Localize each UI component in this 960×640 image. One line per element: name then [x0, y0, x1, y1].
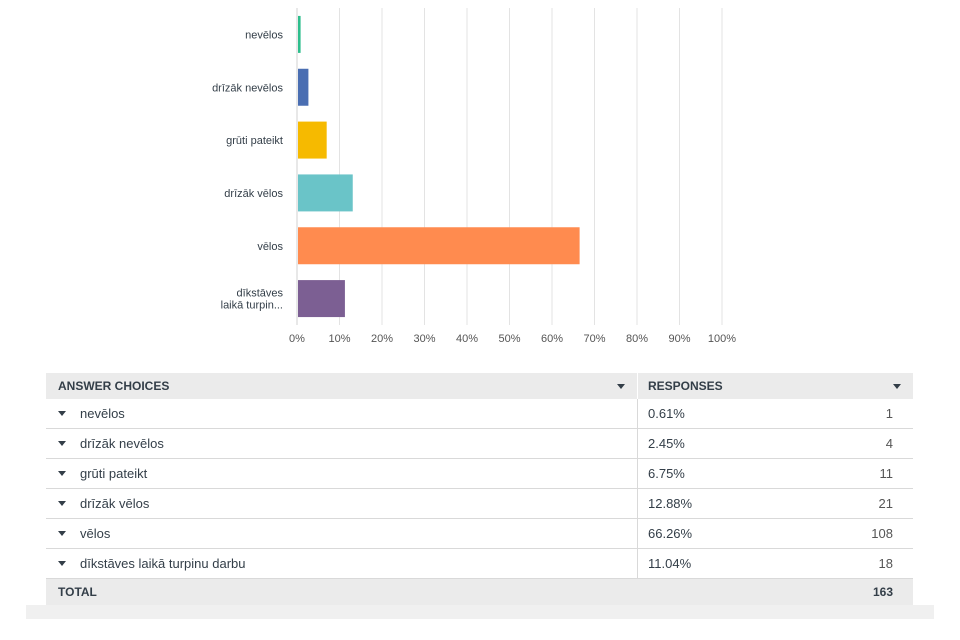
answer-choice-label: nevēlos	[80, 406, 125, 421]
response-percent: 11.04%	[648, 556, 692, 571]
sort-caret-icon[interactable]	[893, 383, 901, 389]
x-tick-label: 10%	[328, 333, 350, 345]
table-row: nevēlos 0.61% 1	[46, 399, 913, 429]
answer-choice-label: grūti pateikt	[80, 466, 148, 481]
response-count: 21	[878, 496, 893, 511]
table-row: drīzāk vēlos 12.88% 21	[46, 489, 913, 519]
bar[interactable]	[298, 121, 327, 159]
response-count: 1	[885, 406, 893, 421]
answer-choice-label: vēlos	[80, 526, 111, 541]
x-tick-label: 30%	[413, 333, 435, 345]
x-tick-label: 40%	[456, 333, 478, 345]
expand-caret-icon[interactable]	[58, 441, 66, 446]
bar-chart: 0% 10% 20% 30% 40% 50% 60% 70% 80% 90% 100% nevēlos…	[212, 8, 736, 345]
response-count: 108	[871, 526, 893, 541]
bar[interactable]	[298, 68, 309, 106]
answer-choice-label: drīzāk nevēlos	[80, 436, 164, 451]
response-percent: 66.26%	[648, 526, 693, 541]
x-tick-label: 70%	[583, 333, 605, 345]
category-label: drīzāk nevēlos	[212, 82, 283, 94]
responses-table: ANSWER CHOICES RESPONSES nevēlos 0.61% 1 dr…	[46, 373, 913, 605]
category-label: laikā turpin...	[221, 300, 283, 312]
category-label: dīkstāves	[237, 288, 284, 300]
expand-caret-icon[interactable]	[58, 501, 66, 506]
x-tick-label: 100%	[708, 333, 736, 345]
response-percent: 6.75%	[648, 466, 685, 481]
category-label: drīzāk vēlos	[224, 188, 283, 200]
x-tick-label: 90%	[668, 333, 690, 345]
bar[interactable]	[298, 174, 353, 212]
bar[interactable]	[298, 227, 580, 265]
response-percent: 2.45%	[648, 436, 685, 451]
x-tick-label: 80%	[626, 333, 648, 345]
response-percent: 12.88%	[648, 496, 693, 511]
table-row: dīkstāves laikā turpinu darbu 11.04% 18	[46, 549, 913, 579]
x-tick-label: 0%	[289, 333, 305, 345]
table-row: grūti pateikt 6.75% 11	[46, 459, 913, 489]
response-count: 18	[878, 556, 893, 571]
response-percent: 0.61%	[648, 406, 685, 421]
sort-caret-icon[interactable]	[617, 383, 625, 389]
x-tick-label: 60%	[541, 333, 563, 345]
bar[interactable]	[298, 280, 345, 318]
response-count: 4	[885, 436, 893, 451]
answer-choice-label: drīzāk vēlos	[80, 496, 150, 511]
expand-caret-icon[interactable]	[58, 411, 66, 416]
answer-choices-header[interactable]: ANSWER CHOICES	[58, 379, 170, 393]
table-header: ANSWER CHOICES RESPONSES	[46, 373, 913, 399]
table-row: drīzāk nevēlos 2.45% 4	[46, 429, 913, 459]
responses-header[interactable]: RESPONSES	[648, 379, 723, 393]
total-label: TOTAL	[58, 585, 97, 599]
response-count: 11	[879, 466, 894, 481]
category-label: nevēlos	[245, 29, 283, 41]
expand-caret-icon[interactable]	[58, 531, 66, 536]
total-count: 163	[872, 585, 893, 599]
answer-choice-label: dīkstāves laikā turpinu darbu	[80, 556, 246, 571]
table-row: vēlos 66.26% 108	[46, 519, 913, 549]
category-label: vēlos	[257, 241, 283, 253]
category-label: grūti pateikt	[226, 135, 283, 147]
total-row: TOTAL 163	[46, 579, 913, 605]
footer-bar	[26, 605, 934, 619]
x-tick-label: 50%	[498, 333, 520, 345]
x-tick-label: 20%	[371, 333, 393, 345]
bar[interactable]	[298, 15, 301, 53]
expand-caret-icon[interactable]	[58, 561, 66, 566]
expand-caret-icon[interactable]	[58, 471, 66, 476]
